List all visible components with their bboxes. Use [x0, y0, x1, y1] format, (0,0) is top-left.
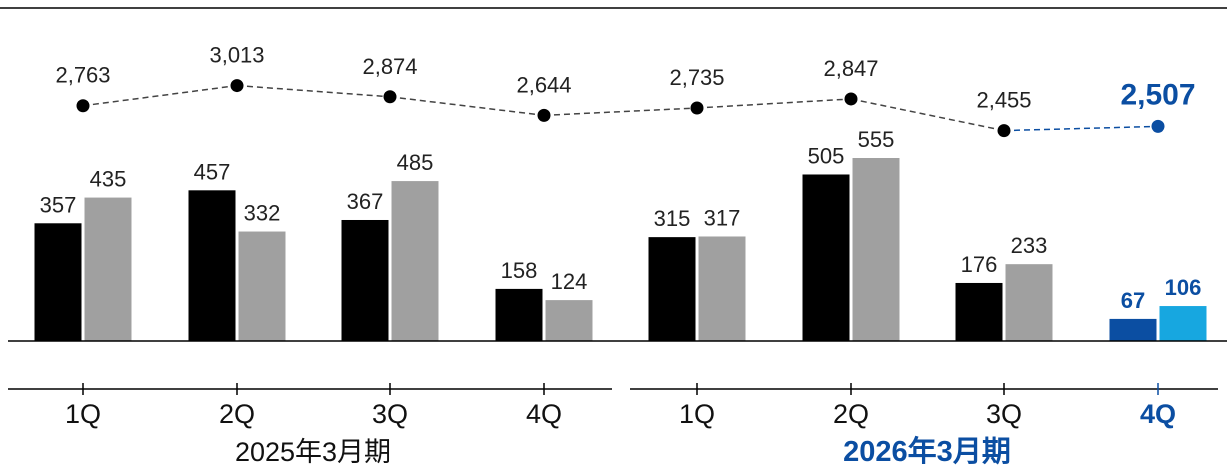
quarter-label-7: 3Q [986, 399, 1022, 429]
line-segment-2 [236, 84, 391, 98]
bar-series-b-8 [1159, 306, 1207, 341]
bar-a-value-label-4: 158 [501, 258, 538, 283]
period-label-2026: 2026年3月期 [843, 434, 1011, 468]
bar-series-b-6 [852, 158, 900, 341]
bar-b-value-label-6: 555 [858, 127, 895, 152]
bar-b-value-label-8: 106 [1165, 275, 1202, 300]
bar-a-value-label-2: 457 [194, 159, 231, 184]
line-value-label-5: 2,735 [669, 65, 724, 90]
bar-series-a-3 [341, 219, 389, 341]
quarter-label-1: 1Q [65, 399, 101, 429]
line-segment-3 [389, 96, 545, 117]
bar-series-a-6 [802, 174, 850, 341]
bar-a-value-label-5: 315 [654, 206, 691, 231]
line-value-label-6: 2,847 [823, 56, 878, 81]
axis-layer: 1Q 2Q 3Q 4Q 1Q 2Q 3Q 4Q 2025年3月期 2026年3月期 [8, 340, 1227, 468]
bar-series-a-8 [1109, 318, 1157, 341]
line-value-label-1: 2,763 [55, 63, 110, 88]
bar-series-a-4 [495, 288, 543, 341]
line-value-label-2: 3,013 [209, 43, 264, 68]
bar-series-a-7 [955, 282, 1003, 341]
line-point-3 [383, 90, 397, 104]
bar-a-value-label-7: 176 [961, 252, 998, 277]
bar-a-value-label-6: 505 [808, 143, 845, 168]
line-point-7 [997, 124, 1011, 138]
bar-b-value-label-4: 124 [551, 269, 588, 294]
quarter-label-4: 4Q [526, 399, 562, 429]
bar-series-b-7 [1005, 264, 1053, 341]
line-point-8 [1151, 119, 1165, 133]
line-value-label-8: 2,507 [1120, 78, 1195, 111]
line-segment-7 [1003, 125, 1159, 132]
line-point-4 [537, 108, 551, 122]
line-segment-5 [696, 98, 852, 109]
line-point-5 [690, 101, 704, 115]
quarter-label-2: 2Q [219, 399, 255, 429]
period-label-2025: 2025年3月期 [235, 437, 391, 467]
bar-series-b-3 [391, 181, 439, 341]
line-point-1 [76, 99, 90, 113]
bar-b-value-label-7: 233 [1011, 233, 1048, 258]
bar-series-b-1 [84, 197, 132, 341]
bar-series-b-5 [698, 236, 746, 341]
line-segment-6 [850, 98, 1005, 132]
bar-series-b-4 [545, 300, 593, 341]
bar-a-value-label-8: 67 [1121, 288, 1145, 313]
quarter-label-5: 1Q [679, 399, 715, 429]
bar-a-value-label-1: 357 [40, 192, 77, 217]
line-value-label-4: 2,644 [516, 72, 571, 97]
line-point-2 [230, 79, 244, 93]
bar-series-a-1 [34, 223, 82, 341]
bar-b-value-label-1: 435 [90, 167, 127, 192]
quarter-label-8: 4Q [1140, 399, 1176, 429]
bar-layer: 357 435 457 332 367 485 158 124 315 317 505 555 176 2… [34, 127, 1207, 341]
line-point-6 [844, 92, 858, 106]
bar-b-value-label-2: 332 [244, 201, 281, 226]
bar-series-a-5 [648, 237, 696, 341]
bar-a-value-label-3: 367 [347, 189, 384, 214]
bar-series-b-2 [238, 231, 286, 341]
line-value-label-3: 2,874 [362, 54, 417, 79]
bar-b-value-label-3: 485 [397, 150, 434, 175]
line-value-label-7: 2,455 [976, 88, 1031, 113]
line-segment-1 [82, 84, 238, 107]
line-layer: 2,763 3,013 2,874 2,644 2,735 2,847 2,455 2,507 [55, 43, 1196, 138]
bar-b-value-label-5: 317 [704, 205, 741, 230]
quarter-label-3: 3Q [372, 399, 408, 429]
quarter-label-6: 2Q [833, 399, 869, 429]
bar-series-a-2 [188, 190, 236, 341]
line-segment-4 [543, 107, 698, 117]
